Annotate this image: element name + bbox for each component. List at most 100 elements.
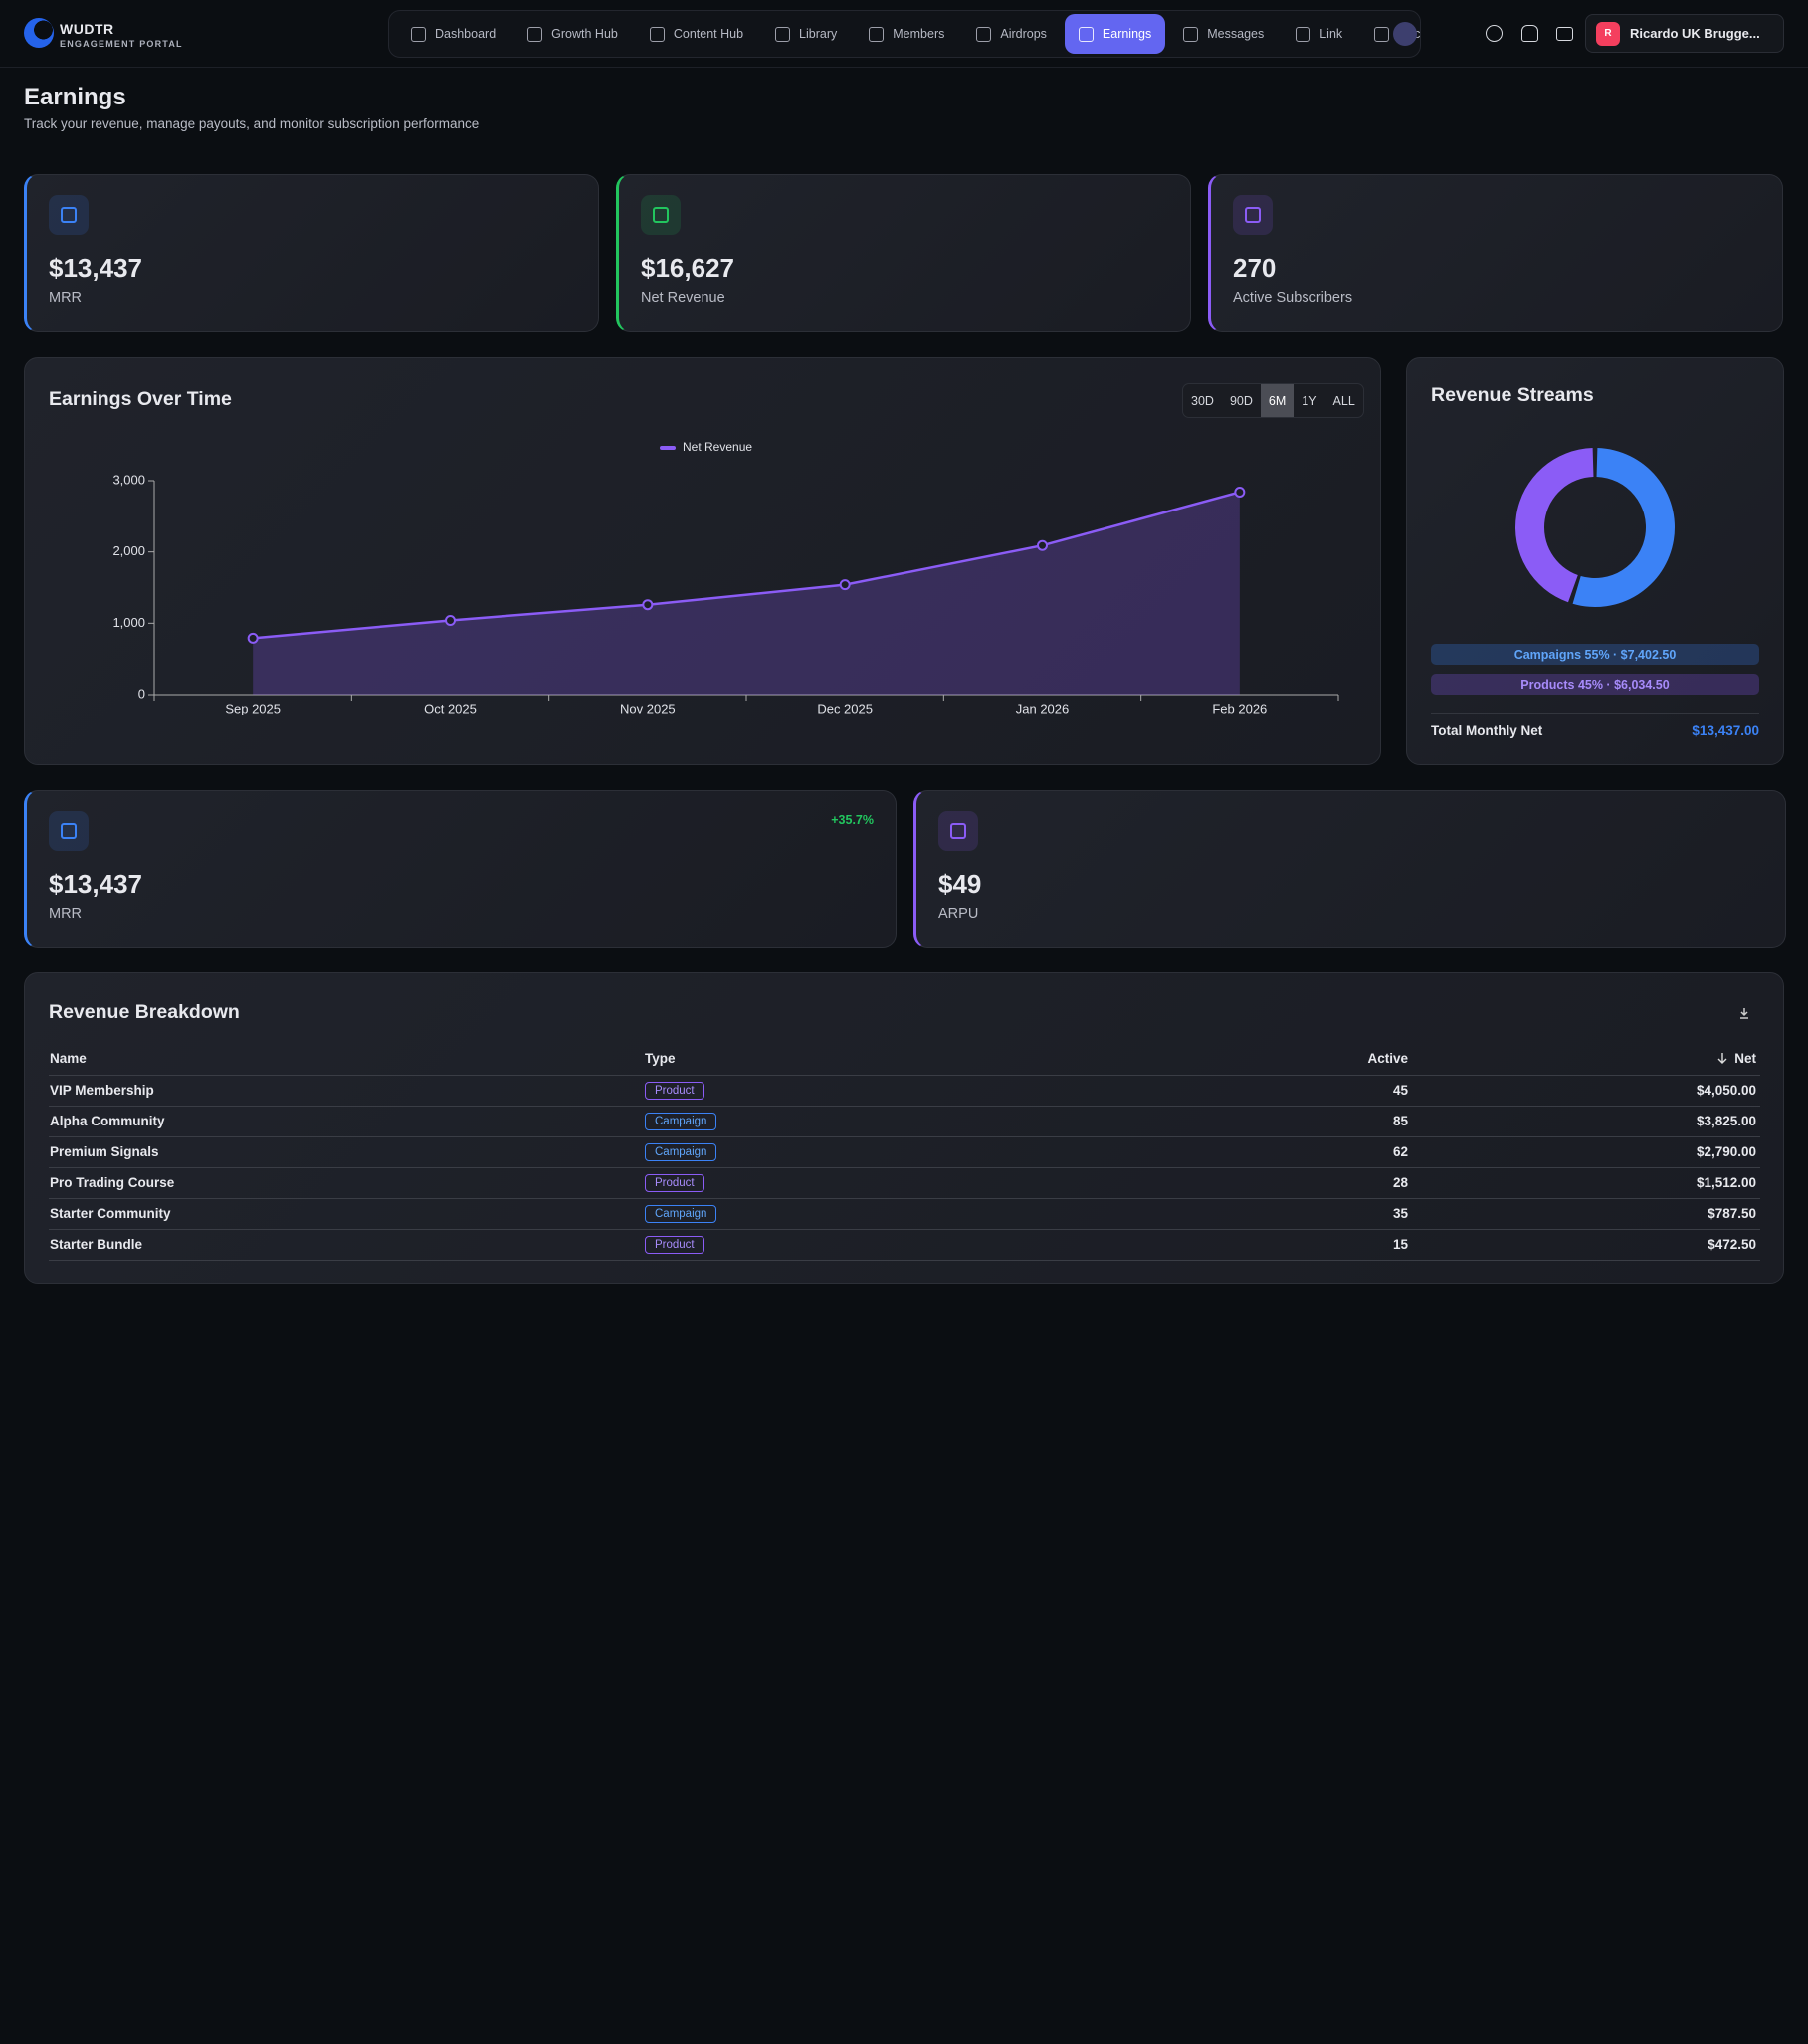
- cell: $3,825.00: [1412, 1106, 1760, 1137]
- chart-title: Revenue Streams: [1431, 384, 1594, 406]
- user-menu[interactable]: R Ricardo UK Brugge...: [1585, 14, 1784, 53]
- table-row: Starter Bundle Product 15 $472.50: [49, 1229, 1760, 1261]
- brand-tagline: ENGAGEMENT PORTAL: [60, 39, 183, 49]
- area: [253, 492, 1240, 695]
- type-badge: Campaign: [645, 1112, 717, 1130]
- nav-icon: [527, 26, 543, 42]
- notifications[interactable]: [1521, 25, 1538, 42]
- nav-item[interactable]: Members: [855, 14, 958, 54]
- type-cell: Campaign: [644, 1198, 1120, 1230]
- stat-card: $49 ARPU: [913, 790, 1786, 948]
- stat-icon: [49, 811, 89, 851]
- range-button[interactable]: 30D: [1191, 393, 1214, 408]
- y-tick-label: 0: [138, 686, 145, 701]
- nav-icon: [411, 26, 426, 42]
- cell: $1,512.00: [1412, 1167, 1760, 1199]
- cell: $4,050.00: [1412, 1075, 1760, 1107]
- nav-label: Link: [1319, 27, 1343, 41]
- range-button[interactable]: ALL: [1332, 393, 1355, 408]
- stat-label: ARPU: [938, 906, 979, 921]
- nav-item[interactable]: Airdrops: [962, 14, 1061, 54]
- type-cell: Product: [644, 1229, 1120, 1261]
- cell: 45: [1119, 1075, 1412, 1107]
- header-row: Name Type Active Net: [49, 1043, 1760, 1076]
- column-header: Type: [644, 1043, 1120, 1076]
- type-badge: Product: [645, 1173, 704, 1192]
- x-tick-label: Feb 2026: [1212, 701, 1267, 715]
- breakdown-card: Revenue Breakdown Name Type Active Net VIP M…: [24, 972, 1784, 1284]
- icon-glyph: [653, 207, 669, 223]
- sort-icon: [1717, 1053, 1727, 1065]
- nav-icon: [1296, 26, 1311, 42]
- total-label: Total Monthly Net: [1431, 723, 1543, 738]
- column-label: Active: [1367, 1051, 1408, 1067]
- type-badge: Product: [645, 1235, 704, 1254]
- range-button[interactable]: 1Y: [1302, 393, 1317, 408]
- nav-item[interactable]: Messages: [1169, 14, 1278, 54]
- point: [1037, 539, 1048, 551]
- stat-value: $13,437: [49, 869, 142, 899]
- table-title: Revenue Breakdown: [49, 1001, 240, 1023]
- cell: Starter Bundle: [49, 1229, 644, 1261]
- nav-icon: [649, 26, 665, 42]
- cell: Starter Community: [49, 1198, 644, 1230]
- stat-label: Active Subscribers: [1233, 290, 1353, 306]
- column-header[interactable]: Net: [1412, 1043, 1760, 1076]
- table-row: Alpha Community Campaign 85 $3,825.00: [49, 1106, 1760, 1137]
- nav-label: Library: [799, 27, 838, 41]
- messages-icon[interactable]: [1556, 27, 1573, 41]
- stat-card: $13,437 MRR: [24, 174, 599, 332]
- x-tick-label: Jan 2026: [1016, 701, 1070, 715]
- nav-item[interactable]: Content Hub: [636, 14, 757, 54]
- stat-label: Net Revenue: [641, 290, 725, 306]
- nav-item[interactable]: Link: [1282, 14, 1356, 54]
- point: [445, 614, 456, 626]
- stat-card: $16,627 Net Revenue: [616, 174, 1191, 332]
- stat-label: MRR: [49, 290, 83, 306]
- stat-change: +35.7%: [831, 813, 874, 827]
- nav-item[interactable]: Earnings: [1064, 14, 1166, 54]
- nav-label: Airdrops: [1000, 27, 1047, 41]
- type-cell: Product: [644, 1075, 1120, 1107]
- donut-slice: [1572, 448, 1675, 607]
- y-tick-label: 3,000: [112, 472, 145, 487]
- nav-item[interactable]: Library: [761, 14, 851, 54]
- table: Name Type Active Net VIP Membership Product 45…: [49, 1043, 1760, 1261]
- page-title: Earnings: [24, 84, 126, 110]
- theme-toggle[interactable]: [1486, 25, 1503, 42]
- table-row: VIP Membership Product 45 $4,050.00: [49, 1075, 1760, 1107]
- point: [247, 632, 259, 644]
- line-chart: 0 1,000 2,000 3,000 Sep 2025 Oct 2025 Nov 2025…: [112, 440, 1339, 715]
- x-tick-label: Dec 2025: [817, 701, 873, 715]
- x-tick-label: Sep 2025: [225, 701, 281, 715]
- range-button[interactable]: 6M: [1260, 384, 1295, 417]
- point: [1234, 486, 1246, 498]
- logo[interactable]: [24, 18, 54, 48]
- icon-glyph: [1245, 207, 1261, 223]
- x-tick-label: Oct 2025: [424, 701, 477, 715]
- total-value: $13,437.00: [1692, 723, 1759, 738]
- legend-swatch: [660, 446, 676, 450]
- nav-scroll-button[interactable]: [1393, 22, 1417, 46]
- stat-label: MRR: [49, 906, 83, 921]
- cell: $472.50: [1412, 1229, 1760, 1261]
- sort-arrow: [1717, 1053, 1727, 1065]
- x-tick-label: Nov 2025: [620, 701, 676, 715]
- icon-glyph: [61, 207, 77, 223]
- range-button[interactable]: 90D: [1229, 393, 1253, 408]
- icon-glyph: [950, 823, 966, 839]
- download-button[interactable]: [1737, 1006, 1751, 1020]
- donut-chart: [1515, 448, 1675, 607]
- nav-icon: [869, 26, 885, 42]
- legend-pill: Campaigns 55% · $7,402.50: [1431, 644, 1759, 665]
- nav-item[interactable]: Dashboard: [397, 14, 509, 54]
- cell: 62: [1119, 1136, 1412, 1168]
- nav-icon: [775, 26, 791, 42]
- cell: 35: [1119, 1198, 1412, 1230]
- stat-icon: [1233, 195, 1273, 235]
- cell: 85: [1119, 1106, 1412, 1137]
- stat-value: 270: [1233, 253, 1277, 283]
- y-tick-label: 2,000: [112, 543, 145, 558]
- legend-label: Net Revenue: [683, 440, 752, 454]
- nav-item[interactable]: Growth Hub: [513, 14, 632, 54]
